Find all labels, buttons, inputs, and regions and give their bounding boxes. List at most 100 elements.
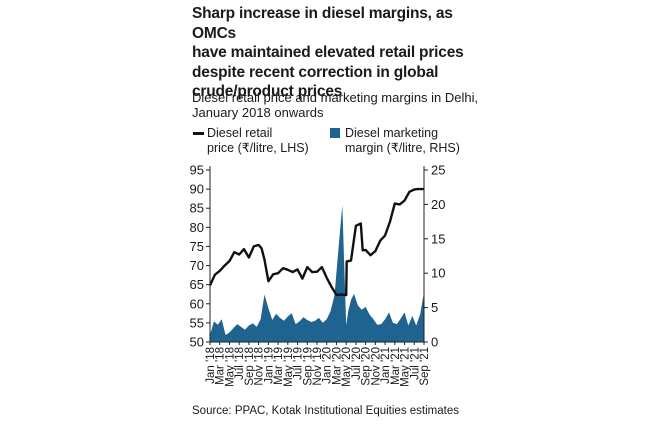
- x-tick-label: Jul '18: [234, 347, 246, 380]
- x-tick-label: May '19: [283, 347, 295, 387]
- retail-price-point: [316, 271, 318, 273]
- retail-price-point: [346, 260, 348, 262]
- legend-retail-label: Diesel retail: [207, 126, 273, 140]
- x-tick-label: Jul '20: [351, 347, 363, 380]
- source-note: Source: PPAC, Kotak Institutional Equiti…: [192, 405, 459, 417]
- legend-marketing-margin: Diesel marketing margin (₹/litre, RHS): [330, 126, 460, 156]
- retail-price-point: [282, 267, 284, 269]
- x-tick-label: Sep '21: [419, 347, 431, 386]
- retail-price-point: [355, 225, 357, 227]
- retail-price-line: [208, 187, 424, 297]
- chart-title-line: crude/product prices: [192, 83, 343, 100]
- retail-price-point: [389, 221, 391, 223]
- retail-price-point: [408, 191, 410, 193]
- retail-price-point: [374, 250, 376, 252]
- x-tick-label: Nov '20: [370, 347, 382, 386]
- x-tick-label: Mar '20: [331, 347, 343, 385]
- retail-price-point: [253, 245, 255, 247]
- margin-area-layer: [210, 205, 424, 342]
- right-tick-label: 5: [431, 300, 438, 315]
- x-tick-label: Jul '19: [293, 347, 305, 380]
- retail-price-point: [258, 244, 260, 246]
- retail-price-point: [228, 260, 231, 262]
- retail-price-point: [379, 240, 381, 242]
- legend-retail-price: Diesel retail price (₹/litre, LHS): [192, 126, 309, 156]
- left-tick-label: 65: [190, 277, 204, 292]
- chart-title-line: Sharp increase in diesel margins, as OMC…: [192, 5, 453, 42]
- retail-price-point: [301, 278, 303, 280]
- retail-price-point: [296, 268, 299, 270]
- left-tick-label: 55: [190, 315, 204, 330]
- retail-price-point: [394, 203, 396, 205]
- retail-price-point: [331, 286, 333, 288]
- retail-price-point: [219, 270, 221, 272]
- chart-title: Sharp increase in diesel margins, as OMC…: [192, 4, 482, 102]
- right-tick-label: 25: [431, 163, 445, 178]
- retail-price-point: [277, 272, 279, 274]
- left-tick-label: 90: [190, 182, 204, 197]
- right-tick-label: 20: [431, 197, 445, 212]
- left-tick-label: 60: [190, 296, 204, 311]
- retail-price-point: [416, 188, 418, 190]
- retail-price-point: [261, 247, 263, 249]
- retail-price-point: [263, 259, 266, 261]
- retail-price-point: [399, 203, 401, 205]
- retail-price-point: [238, 253, 240, 256]
- retail-price-point: [321, 266, 323, 268]
- chart-title-line: have maintained elevated retail prices: [192, 44, 464, 61]
- x-tick-label: Mar '19: [273, 347, 285, 385]
- retail-price-point: [345, 294, 347, 296]
- retail-price-point: [350, 260, 352, 262]
- right-tick-label: 10: [431, 266, 445, 281]
- retail-price-point: [360, 222, 362, 225]
- x-tick-label: Nov '19: [312, 347, 324, 386]
- margin-area: [210, 205, 424, 342]
- retail-price-point: [287, 269, 289, 271]
- legend-margin-label: margin (₹/litre, RHS): [345, 141, 460, 155]
- retail-price-point: [340, 294, 342, 296]
- retail-price-point: [243, 248, 245, 250]
- x-tick-label: Jan '21: [380, 347, 392, 384]
- left-tick-label: 70: [190, 258, 204, 273]
- retail-price-point: [292, 271, 294, 273]
- retail-price-point: [369, 254, 372, 256]
- retail-price-point: [384, 234, 386, 236]
- legend-area-swatch: [330, 128, 340, 138]
- x-tick-label: May '21: [400, 347, 412, 387]
- x-tick-label: Sep '19: [302, 347, 314, 386]
- retail-price-point: [413, 188, 415, 191]
- retail-price-point: [272, 273, 274, 275]
- x-tick-label: Jan '18: [205, 347, 217, 384]
- retail-price-point: [365, 249, 367, 251]
- left-tick-label: 75: [190, 239, 204, 254]
- chart-subtitle: Diesel retail price and marketing margin…: [192, 90, 492, 120]
- x-tick-label: Jan '19: [263, 347, 275, 384]
- x-tick-label: May '18: [224, 347, 236, 387]
- axes-layer: 50 55 60 65 70 75 80 85 90 95 0 5 10 15 20 25 Jan '18 Mar…: [190, 163, 446, 387]
- chart-title-line: despite recent correction in global: [192, 63, 439, 81]
- retail-price-point: [248, 256, 250, 259]
- legend-margin-label: Diesel marketing: [345, 126, 439, 140]
- left-tick-label: 80: [190, 220, 204, 235]
- retail-price-point: [362, 249, 364, 251]
- legend-line-swatch: [193, 132, 204, 135]
- x-tick-label: Nov '18: [254, 347, 266, 386]
- right-tick-label: 15: [431, 231, 445, 246]
- retail-price-point: [233, 251, 235, 253]
- left-tick-label: 50: [190, 335, 204, 350]
- left-tick-label: 85: [190, 201, 204, 216]
- x-tick-label: Sep '18: [244, 347, 256, 386]
- retail-price-point: [224, 265, 226, 267]
- right-tick-label: 0: [431, 335, 438, 350]
- x-tick-label: May '20: [341, 347, 353, 387]
- left-tick-label: 95: [190, 163, 204, 178]
- x-tick-label: Jul '21: [409, 347, 421, 380]
- retail-price-point: [335, 294, 338, 296]
- x-tick-label: Sep '20: [361, 347, 373, 386]
- legend-retail-label: price (₹/litre, LHS): [207, 141, 309, 155]
- chart-subtitle-line: Diesel retail price and marketing margin…: [192, 90, 479, 105]
- retail-price-point: [403, 200, 406, 202]
- x-tick-label: Jan '20: [322, 347, 334, 384]
- retail-price-point: [214, 274, 216, 276]
